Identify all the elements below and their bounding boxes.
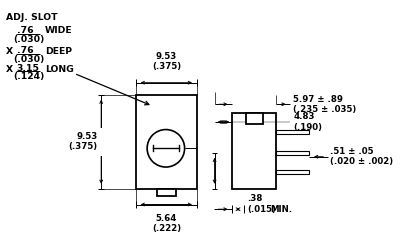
Text: DEEP: DEEP bbox=[45, 47, 72, 56]
Bar bbox=[232, 113, 276, 189]
Text: 5.64
(.222): 5.64 (.222) bbox=[152, 214, 181, 233]
Text: ADJ. SLOT: ADJ. SLOT bbox=[6, 13, 57, 22]
Bar bbox=[276, 170, 309, 174]
Text: .38
(.015): .38 (.015) bbox=[247, 195, 276, 214]
Text: X: X bbox=[6, 47, 13, 56]
Text: (.124): (.124) bbox=[13, 72, 44, 81]
Text: .76: .76 bbox=[17, 27, 34, 35]
Text: (.030): (.030) bbox=[13, 55, 44, 64]
Text: 4.83
(.190): 4.83 (.190) bbox=[293, 112, 322, 132]
Text: LONG: LONG bbox=[45, 65, 74, 74]
Circle shape bbox=[147, 130, 185, 167]
Text: 9.53
(.375): 9.53 (.375) bbox=[68, 132, 98, 152]
Text: X: X bbox=[6, 65, 13, 74]
Text: 3.15: 3.15 bbox=[17, 64, 40, 73]
Text: 9.53
(.375): 9.53 (.375) bbox=[152, 52, 181, 71]
Text: WIDE: WIDE bbox=[45, 26, 73, 35]
Bar bbox=[276, 130, 309, 134]
Bar bbox=[157, 189, 176, 196]
Bar bbox=[276, 151, 309, 155]
Text: MIN.: MIN. bbox=[270, 205, 292, 214]
Text: .51 ± .05
(.020 ± .002): .51 ± .05 (.020 ± .002) bbox=[330, 147, 393, 167]
Bar bbox=[136, 95, 197, 189]
Bar bbox=[246, 113, 263, 124]
Text: (.030): (.030) bbox=[13, 35, 44, 44]
Text: 5.97 ± .89
(.235 ± .035): 5.97 ± .89 (.235 ± .035) bbox=[293, 94, 356, 114]
Text: .76: .76 bbox=[17, 46, 34, 55]
